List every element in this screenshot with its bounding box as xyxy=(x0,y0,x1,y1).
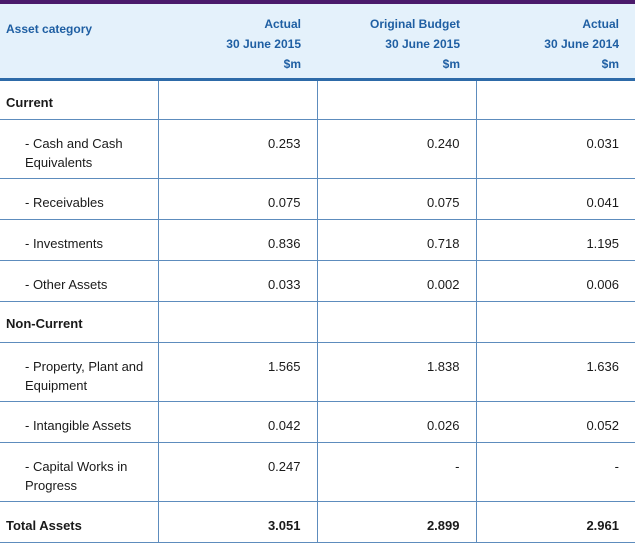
asset-table: Asset category Actual 30 June 2015 $m Or… xyxy=(0,4,635,543)
cell-budget-2015: 0.075 xyxy=(317,178,477,220)
cell-actual-2014: 0.041 xyxy=(476,178,635,220)
top-accent-bar xyxy=(0,0,635,4)
table-row: - Receivables 0.075 0.075 0.041 xyxy=(0,178,635,220)
total-budget-2015: 2.899 xyxy=(317,501,477,543)
row-label: - Other Assets xyxy=(0,260,159,302)
row-label: - Capital Works in Progress xyxy=(0,442,159,502)
header-actual-2015: Actual 30 June 2015 $m xyxy=(158,4,317,81)
row-label: - Property, Plant and Equipment xyxy=(0,342,159,402)
table-row: - Cash and Cash Equivalents 0.253 0.240 … xyxy=(0,119,635,179)
header-budget-2015: Original Budget 30 June 2015 $m xyxy=(317,4,476,81)
cell-actual-2014: 1.636 xyxy=(476,342,635,402)
header-asset-category: Asset category xyxy=(0,4,158,81)
total-actual-2015: 3.051 xyxy=(158,501,318,543)
cell-budget-2015: 0.718 xyxy=(317,219,477,261)
table-row: - Investments 0.836 0.718 1.195 xyxy=(0,219,635,261)
cell-actual-2015: 1.565 xyxy=(158,342,318,402)
header-actual-2014: Actual 30 June 2014 $m xyxy=(476,4,635,81)
cell-actual-2014: - xyxy=(476,442,635,502)
cell-budget-2015: 0.240 xyxy=(317,119,477,179)
table-row: - Other Assets 0.033 0.002 0.006 xyxy=(0,260,635,302)
section-row-current: Current xyxy=(0,79,635,120)
cell-budget-2015: 0.026 xyxy=(317,401,477,443)
cell-budget-2015: - xyxy=(317,442,477,502)
cell-actual-2015: 0.253 xyxy=(158,119,318,179)
section-label: Current xyxy=(0,79,159,120)
cell-actual-2015: 0.033 xyxy=(158,260,318,302)
cell-actual-2014: 1.195 xyxy=(476,219,635,261)
row-label: - Cash and Cash Equivalents xyxy=(0,119,159,179)
row-label: - Receivables xyxy=(0,178,159,220)
table-header-row: Asset category Actual 30 June 2015 $m Or… xyxy=(0,4,635,81)
cell-actual-2014: 0.052 xyxy=(476,401,635,443)
total-label: Total Assets xyxy=(0,501,159,543)
cell-budget-2015: 0.002 xyxy=(317,260,477,302)
cell-actual-2015: 0.836 xyxy=(158,219,318,261)
table-row: - Capital Works in Progress 0.247 - - xyxy=(0,442,635,502)
table-row: - Intangible Assets 0.042 0.026 0.052 xyxy=(0,401,635,443)
cell-budget-2015: 1.838 xyxy=(317,342,477,402)
cell-actual-2015: 0.247 xyxy=(158,442,318,502)
cell-actual-2015: 0.075 xyxy=(158,178,318,220)
total-actual-2014: 2.961 xyxy=(476,501,635,543)
cell-actual-2014: 0.006 xyxy=(476,260,635,302)
table-row: - Property, Plant and Equipment 1.565 1.… xyxy=(0,342,635,402)
section-row-non-current: Non-Current xyxy=(0,301,635,343)
row-label: - Investments xyxy=(0,219,159,261)
total-row: Total Assets 3.051 2.899 2.961 xyxy=(0,501,635,543)
cell-actual-2015: 0.042 xyxy=(158,401,318,443)
cell-actual-2014: 0.031 xyxy=(476,119,635,179)
section-label: Non-Current xyxy=(0,301,159,343)
row-label: - Intangible Assets xyxy=(0,401,159,443)
